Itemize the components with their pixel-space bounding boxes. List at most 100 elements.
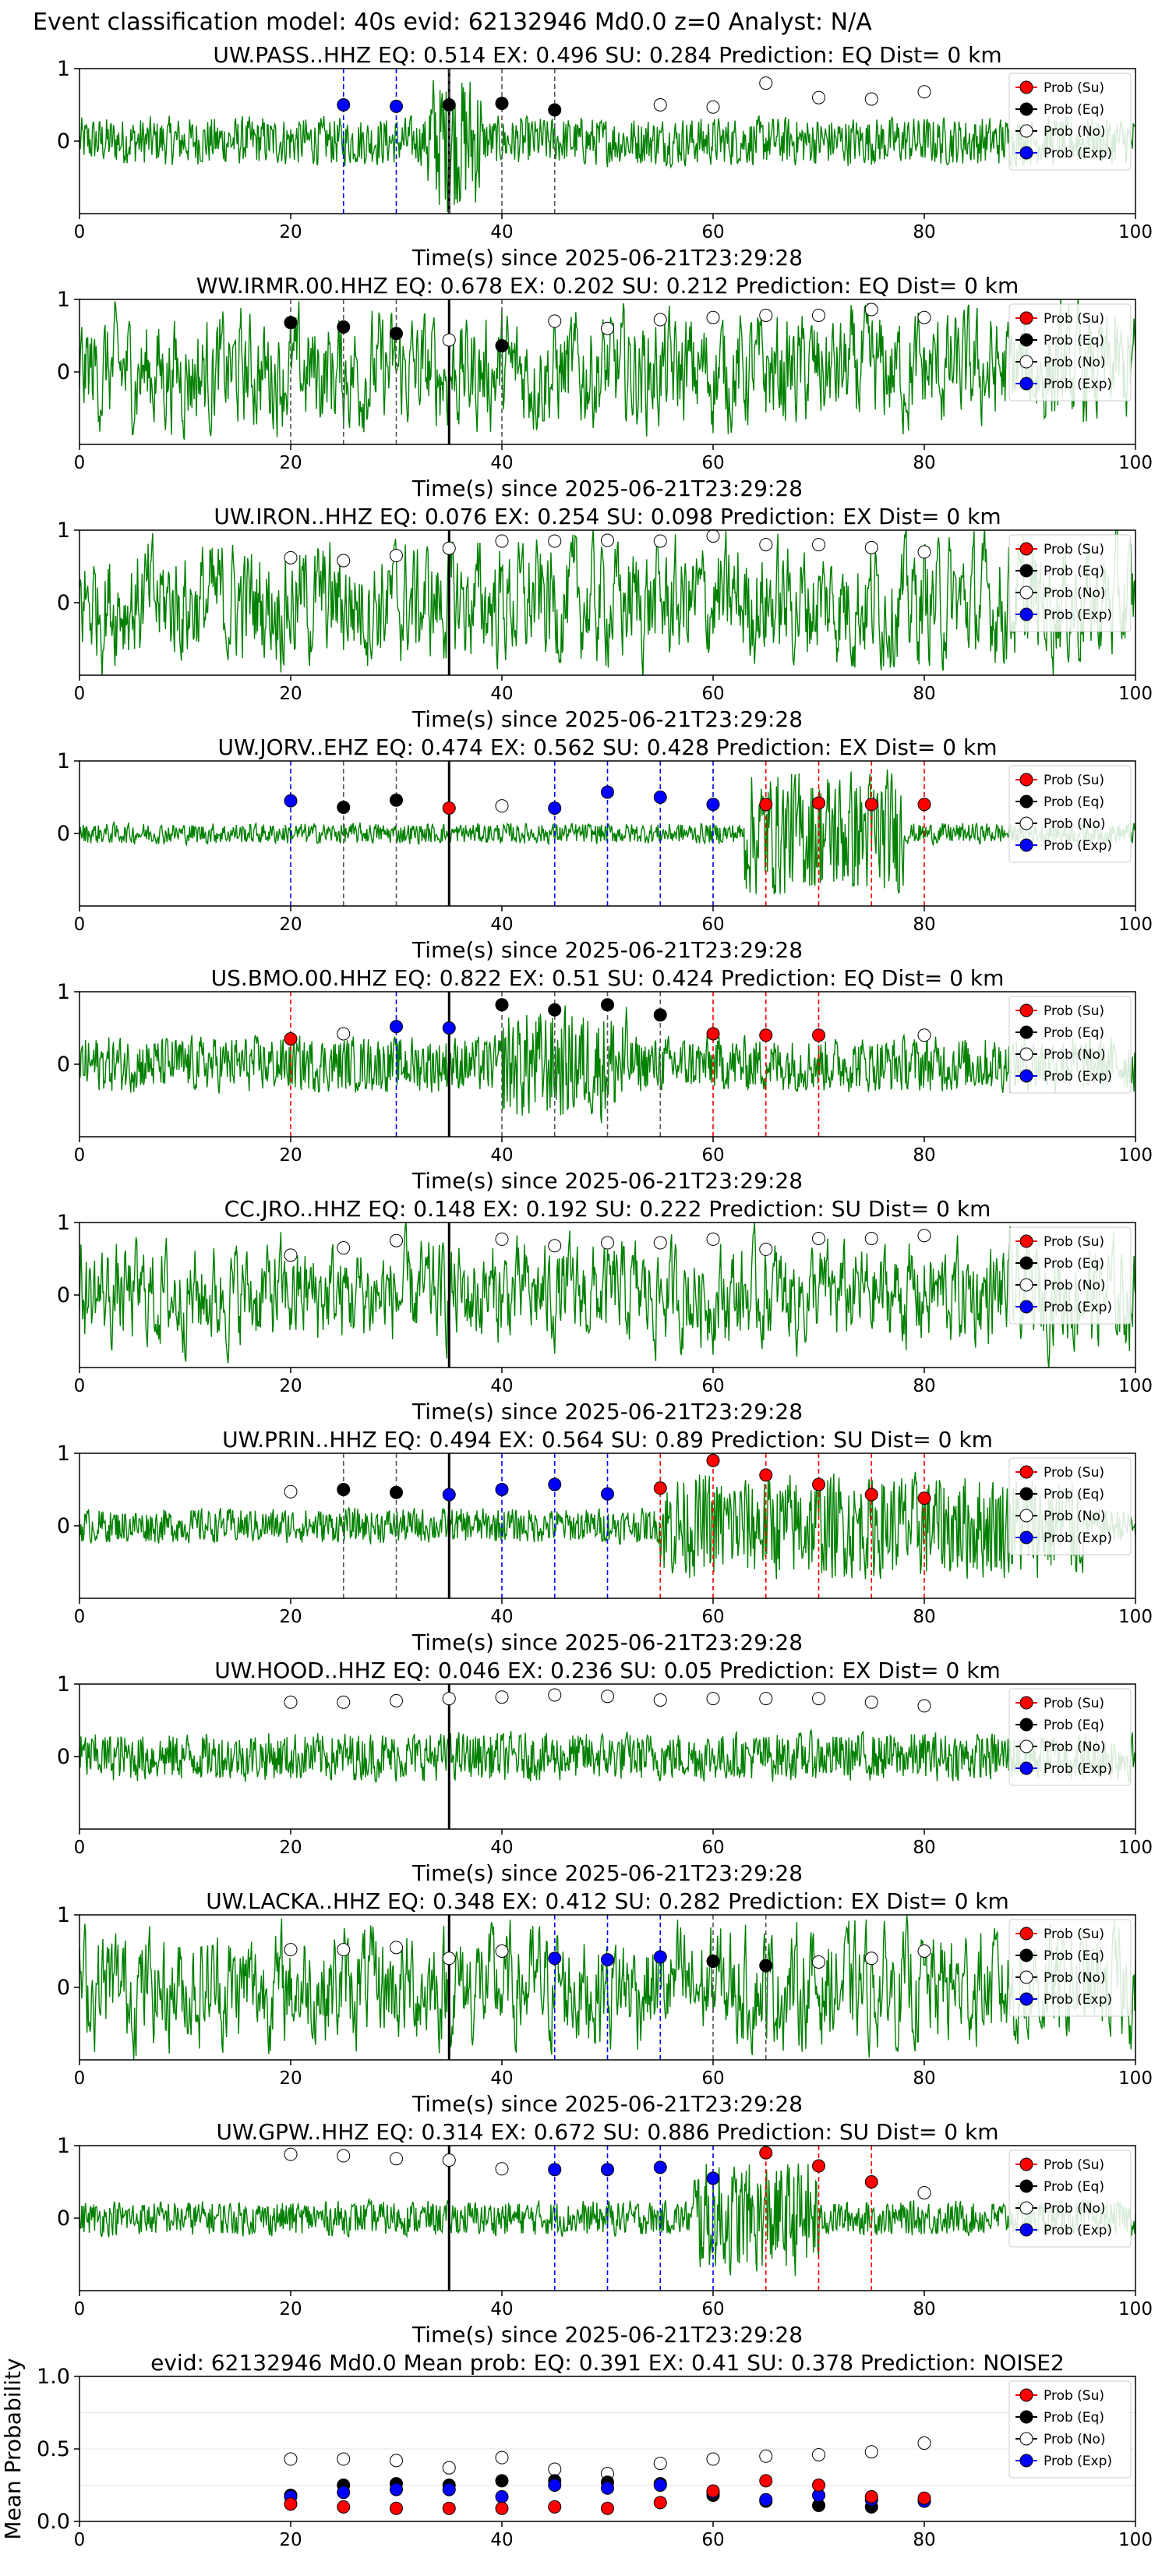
prob-point-no xyxy=(601,321,614,335)
prob-point-no xyxy=(812,538,825,552)
prob-point-su xyxy=(442,801,456,815)
prob-point-ex xyxy=(653,2160,667,2174)
legend-box xyxy=(1008,1919,1132,2017)
y-tick-label: 0.5 xyxy=(37,2437,70,2461)
y-tick-label: 0 xyxy=(57,591,70,615)
prob-point-no xyxy=(390,549,403,563)
legend-marker xyxy=(1019,2223,1033,2237)
prob-point-no xyxy=(812,1692,825,1706)
prob-point-su xyxy=(812,1028,825,1042)
panel-uw-pass--hhz: UW.PASS..HHZ EQ: 0.514 EX: 0.496 SU: 0.2… xyxy=(57,42,1153,271)
mean-point-su xyxy=(706,2484,720,2498)
x-tick-label: 60 xyxy=(701,222,724,242)
mean-point-no xyxy=(864,2445,878,2459)
prob-point-no xyxy=(390,1941,403,1955)
prob-point-no xyxy=(548,534,562,548)
prob-point-su xyxy=(917,1491,931,1506)
x-axis-label: Time(s) since 2025-06-21T23:29:28 xyxy=(411,1860,803,1886)
legend-marker xyxy=(1019,1234,1033,1248)
legend-marker xyxy=(1019,1696,1033,1710)
prob-point-no xyxy=(442,333,456,347)
mean-point-ex xyxy=(442,2482,456,2496)
legend-label: Prob (Exp) xyxy=(1044,146,1112,161)
x-tick-label: 100 xyxy=(1118,2530,1153,2550)
legend-marker xyxy=(1019,1069,1033,1083)
legend-box xyxy=(1008,534,1132,632)
legend-label: Prob (Eq) xyxy=(1044,2179,1104,2195)
x-tick-label: 40 xyxy=(490,2299,513,2319)
y-tick-label: 1 xyxy=(57,1903,70,1927)
prob-point-no xyxy=(759,1692,773,1706)
prob-point-no xyxy=(864,92,878,106)
x-tick-label: 100 xyxy=(1118,1376,1153,1396)
waveform-trace xyxy=(79,1728,1135,1784)
panel-title: US.BMO.00.HHZ EQ: 0.822 EX: 0.51 SU: 0.4… xyxy=(211,965,1005,991)
legend-marker xyxy=(1019,838,1033,852)
y-tick-label: 1 xyxy=(57,749,70,773)
x-tick-label: 80 xyxy=(913,1145,935,1166)
prob-point-no xyxy=(917,545,931,559)
y-tick-label: 1 xyxy=(57,1211,70,1235)
prob-point-no xyxy=(864,540,878,554)
x-tick-label: 80 xyxy=(913,2068,935,2089)
prob-point-ex xyxy=(706,798,720,812)
legend-label: Prob (Su) xyxy=(1044,542,1104,557)
legend-label: Prob (Su) xyxy=(1044,311,1104,327)
waveform-trace xyxy=(79,1471,1135,1580)
panel-us-bmo-00-hhz: US.BMO.00.HHZ EQ: 0.822 EX: 0.51 SU: 0.4… xyxy=(57,965,1153,1194)
prob-point-no xyxy=(337,554,351,568)
mean-point-su xyxy=(284,2497,298,2511)
legend-label: Prob (Su) xyxy=(1044,773,1104,788)
y-tick-label: 0 xyxy=(57,360,70,384)
prob-point-eq xyxy=(653,1008,667,1022)
x-tick-label: 40 xyxy=(490,1838,513,1858)
legend-marker xyxy=(1019,2201,1033,2215)
mean-point-no xyxy=(337,2452,351,2466)
prob-point-no xyxy=(337,1241,351,1255)
prob-point-eq xyxy=(390,1485,403,1499)
x-tick-label: 20 xyxy=(279,453,302,473)
x-tick-label: 20 xyxy=(279,2068,302,2089)
prob-point-su xyxy=(864,2175,878,2189)
legend-label: Prob (No) xyxy=(1044,1509,1106,1524)
mean-point-ex xyxy=(653,2479,667,2492)
x-axis-label: Time(s) since 2025-06-21T23:29:28 xyxy=(411,2091,803,2117)
prob-point-su xyxy=(864,798,878,812)
prob-point-no xyxy=(864,1951,878,1966)
legend-label: Prob (No) xyxy=(1044,586,1106,601)
prob-point-no xyxy=(653,534,667,548)
legend-label: Prob (Eq) xyxy=(1044,794,1104,810)
x-tick-label: 80 xyxy=(913,222,935,242)
prob-point-no xyxy=(917,1944,931,1958)
mean-point-su xyxy=(390,2501,403,2515)
x-tick-label: 20 xyxy=(279,684,302,704)
prob-point-ex xyxy=(390,99,403,113)
waveform-trace xyxy=(79,530,1135,675)
prob-point-no xyxy=(337,1027,351,1041)
legend-marker xyxy=(1019,1256,1033,1270)
x-tick-label: 60 xyxy=(701,1838,724,1858)
legend-label: Prob (No) xyxy=(1044,355,1106,370)
x-tick-label: 60 xyxy=(701,1145,724,1166)
x-tick-label: 40 xyxy=(490,1376,513,1396)
y-tick-label: 1.0 xyxy=(37,2365,70,2389)
prob-point-eq xyxy=(495,97,509,111)
legend-marker xyxy=(1019,102,1033,116)
x-axis-label: Time(s) since 2025-06-21T23:29:28 xyxy=(411,1629,803,1655)
waveform-trace xyxy=(79,769,1135,895)
waveform-trace xyxy=(79,1005,1135,1123)
y-tick-label: 1 xyxy=(57,2134,70,2158)
mean-point-su xyxy=(495,2501,509,2515)
panel-title: UW.PASS..HHZ EQ: 0.514 EX: 0.496 SU: 0.2… xyxy=(213,42,1001,68)
legend-label: Prob (Exp) xyxy=(1044,838,1112,854)
x-tick-label: 100 xyxy=(1118,453,1153,473)
prob-point-no xyxy=(284,1695,298,1709)
x-tick-label: 100 xyxy=(1118,684,1153,704)
legend-marker xyxy=(1019,80,1033,94)
prob-point-su xyxy=(706,1027,720,1041)
mean-point-su xyxy=(917,2491,931,2505)
x-tick-label: 100 xyxy=(1118,2299,1153,2319)
legend-box xyxy=(1008,1688,1132,1786)
legend-label: Prob (Exp) xyxy=(1044,607,1112,623)
